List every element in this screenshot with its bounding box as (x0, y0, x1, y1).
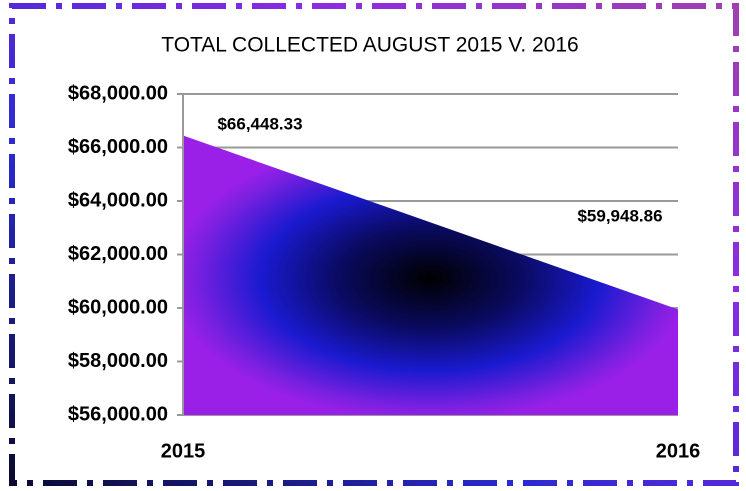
chart-title: TOTAL COLLECTED AUGUST 2015 V. 2016 (161, 34, 578, 57)
y-tick-label: $60,000.00 (68, 296, 168, 318)
area (183, 135, 678, 415)
x-tick-label: 2015 (161, 440, 206, 462)
x-tick-label: 2016 (656, 440, 701, 462)
y-tick-label: $58,000.00 (68, 350, 168, 372)
data-label: $66,448.33 (217, 114, 302, 133)
y-tick-label: $66,000.00 (68, 136, 168, 158)
y-tick-label: $64,000.00 (68, 189, 168, 211)
data-label: $59,948.86 (577, 206, 662, 225)
y-tick-label: $68,000.00 (68, 82, 168, 104)
y-tick-label: $62,000.00 (68, 243, 168, 265)
frame (9, 3, 739, 486)
y-tick-label: $56,000.00 (68, 403, 168, 425)
